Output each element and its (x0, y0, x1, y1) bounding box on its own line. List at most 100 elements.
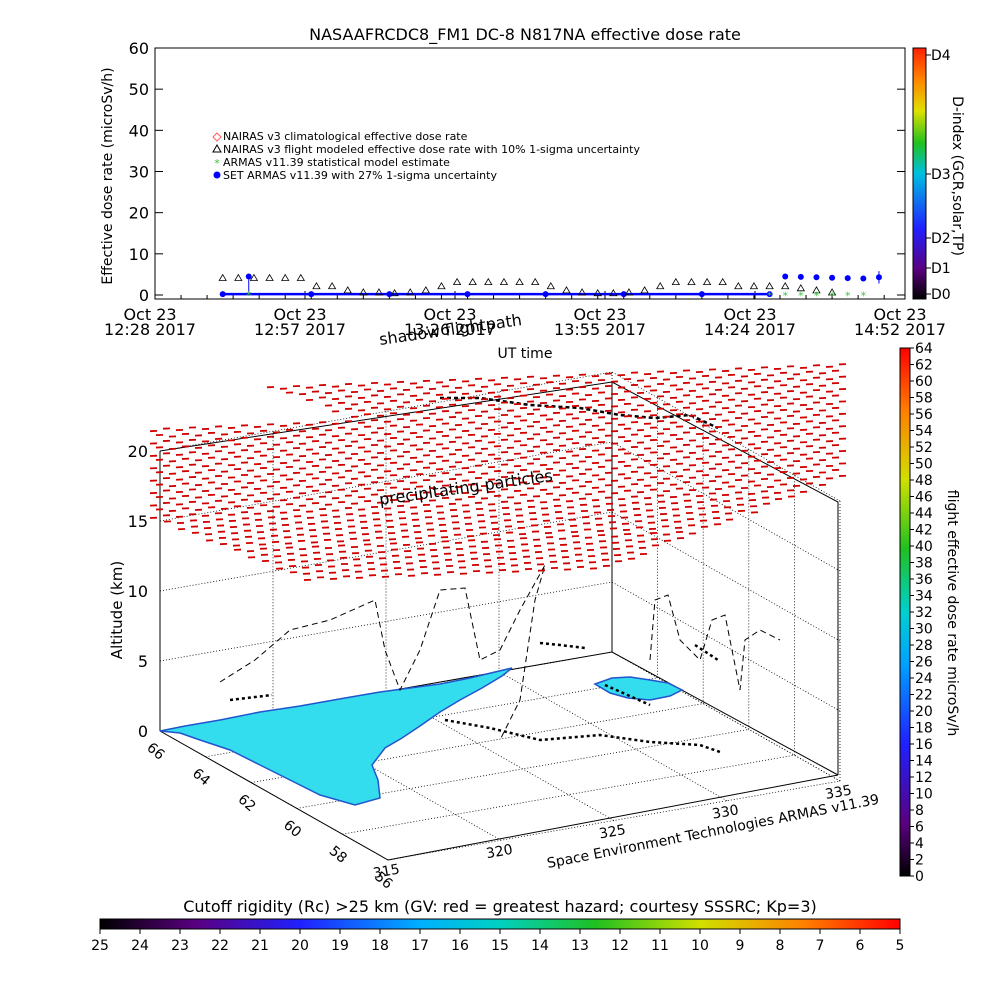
set-armas-point (766, 291, 773, 298)
rigidity-tick-label: 14 (531, 938, 549, 954)
dose-tick-label: 50 (915, 457, 933, 473)
rigidity-colorbar-ticks: 25 24 23 22 21 20 19 18 17 16 15 14 13 12 11 10 9 8 7 6 5 (91, 929, 904, 954)
rigidity-tick-label: 5 (896, 938, 905, 954)
nairas-flight-point (234, 273, 243, 281)
box-edges (159, 381, 839, 861)
legend-label: NAIRAS v3 flight modeled effective dose … (223, 143, 640, 156)
dose-tick-label: 28 (915, 638, 933, 654)
altitude-tick-label: 0 (138, 722, 148, 741)
nairas-flight-point (390, 288, 399, 297)
top-chart-title: NASAAFRCDC8_FM1 DC-8 N817NA effective do… (309, 25, 741, 45)
x-tick-label-line2: 13:26 2017 (404, 320, 496, 339)
x-tick-label-line1: Oct 23 (123, 305, 176, 324)
top-y-ticks: 0 10 20 30 40 50 60 (129, 39, 905, 305)
set-armas-point (464, 291, 471, 298)
armas-model-point: * (246, 289, 252, 302)
precipitating-particles-field (149, 363, 847, 581)
altitude-tick-label: 15 (128, 512, 148, 531)
dose-tick-label: 42 (915, 523, 933, 539)
longitude-tick-label: 320 (485, 842, 514, 862)
land-mass (159, 667, 513, 806)
dose-tick-label: 44 (915, 506, 933, 522)
dose-tick-label: 2 (915, 853, 924, 869)
dose-tick-label: 38 (915, 556, 933, 572)
x-tick-label-line1: Oct 23 (273, 305, 326, 324)
rigidity-colorbar-title: Cutoff rigidity (Rc) >25 km (GV: red = g… (183, 897, 817, 916)
armas-model-point: * (814, 290, 820, 303)
latitude-tick-label: 62 (235, 791, 259, 815)
nairas-flight-point (656, 281, 665, 290)
dose-tick-label: 36 (915, 572, 933, 588)
latitude-tick-label: 64 (189, 766, 213, 790)
altitude-gridline (159, 441, 841, 572)
y-tick-label: 10 (129, 245, 149, 264)
legend-label: SET ARMAS v11.39 with 27% 1-sigma uncert… (223, 169, 497, 182)
set-armas-point (308, 291, 315, 298)
set-armas-point (860, 275, 867, 282)
nairas-flight-point (499, 277, 509, 286)
longitude-tick-label: 325 (598, 822, 627, 842)
longitude-tick-label: 330 (711, 802, 740, 822)
x-tick-label-line2: 14:52 2017 (854, 320, 946, 339)
dindex-label: D-index (GCR,solar,TP) (949, 96, 965, 256)
altitude-ticks: 0 5 10 15 20 (128, 442, 148, 741)
dose-tick-label: 52 (915, 440, 933, 456)
dose-tick-label: 4 (915, 836, 924, 852)
x-tick-label-line1: Oct 23 (423, 305, 476, 324)
floor-gridline-lon (611, 651, 841, 782)
top-legend: NAIRAS v3 climatological effective dose … (212, 130, 640, 182)
x-tick-label-line1: Oct 23 (873, 305, 926, 324)
longitude-ticks: 315 320 325 330 335 (372, 783, 853, 882)
altitude-gridline (159, 371, 841, 502)
x-tick-label-line1: Oct 23 (723, 305, 776, 324)
legend-marker-star: * (214, 157, 220, 170)
set-armas-point (219, 291, 226, 298)
rigidity-tick-label: 8 (776, 938, 785, 954)
dindex-ticks: D0 D1 D2 D3 D4 (926, 48, 951, 303)
dose-tick-label: 20 (915, 704, 933, 720)
top-chart-axes (154, 47, 906, 300)
nairas-flight-point (327, 281, 337, 290)
armas-model-point: * (845, 290, 851, 303)
rigidity-tick-label: 11 (651, 938, 669, 954)
nairas-flight-point (671, 277, 681, 286)
armas-model-point: * (767, 290, 773, 303)
nairas-flight-point (531, 277, 540, 286)
rigidity-tick-label: 18 (371, 938, 389, 954)
dose-tick-label: 54 (915, 424, 933, 440)
armas-model-point: * (782, 290, 788, 303)
dose-colorbar-ticks: 0246810121416182022242628303234363840424… (910, 341, 933, 885)
legend-marker-dot (213, 171, 221, 179)
legend-label: ARMAS v11.39 statistical model estimate (223, 156, 450, 169)
x-tick-label-line2: 12:57 2017 (254, 320, 346, 339)
shadow-flightpath-top (440, 396, 719, 430)
set-armas-point (797, 273, 804, 280)
set-armas-point (782, 273, 789, 280)
rigidity-tick-label: 20 (291, 938, 309, 954)
dindex-tick-label: D4 (931, 48, 951, 64)
rigidity-tick-label: 23 (171, 938, 189, 954)
latitude-tick-label: 66 (143, 740, 167, 764)
nairas-flight-point (468, 277, 477, 286)
rigidity-tick-label: 16 (451, 938, 469, 954)
nairas-flight-point (249, 273, 259, 281)
nairas-flight-point (687, 277, 696, 286)
rigidity-tick-label: 12 (611, 938, 629, 954)
nairas-flight-point (609, 288, 618, 297)
altitude-axis-label: Altitude (km) (108, 561, 126, 659)
dose-tick-label: 26 (915, 655, 933, 671)
nairas-flight-point (781, 281, 790, 290)
longitude-tick-label: 315 (372, 862, 401, 882)
x-tick-label-line2: 14:24 2017 (704, 320, 796, 339)
nairas-flight-point (796, 284, 806, 292)
nairas-flight-point (546, 281, 556, 290)
flight-altitude-path (219, 564, 546, 741)
nairas-flight-point (624, 288, 634, 296)
top-chart-ylabel: Effective dose rate (microSv/h) (100, 67, 116, 284)
y-tick-label: 0 (139, 286, 149, 305)
altitude-gridline (159, 581, 841, 712)
rigidity-tick-label: 21 (251, 938, 269, 954)
dose-tick-label: 48 (915, 473, 933, 489)
